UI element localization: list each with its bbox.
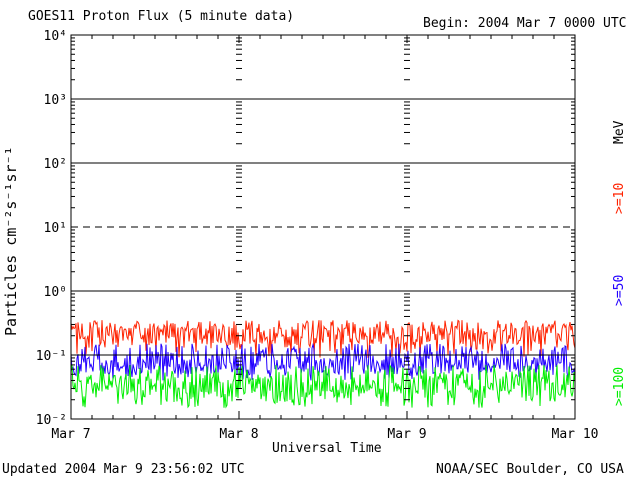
x-axis-label: Universal Time xyxy=(272,441,382,456)
x-tick-label-1: Mar 8 xyxy=(219,427,258,442)
x-tick-label-2: Mar 9 xyxy=(387,427,426,442)
legend-ge50: >=50 xyxy=(612,274,627,306)
x-tick-label-0: Mar 7 xyxy=(51,427,90,442)
unit-label: MeV xyxy=(612,120,627,144)
credit-label: NOAA/SEC Boulder, CO USA xyxy=(436,462,624,477)
y-tick-label-5: 10³ xyxy=(44,93,67,108)
legend-ge100: >=100 xyxy=(612,366,627,406)
series-line-2 xyxy=(70,364,576,409)
x-tick-label-3: Mar 10 xyxy=(552,427,599,442)
series-line-1 xyxy=(70,342,576,381)
legend-ge10: >=10 xyxy=(612,182,627,214)
y-tick-label-4: 10² xyxy=(44,157,67,172)
y-tick-label-6: 10⁴ xyxy=(44,29,67,44)
updated-timestamp: Updated 2004 Mar 9 23:56:02 UTC xyxy=(2,462,245,477)
y-tick-label-0: 10⁻² xyxy=(36,413,67,428)
y-tick-label-1: 10⁻¹ xyxy=(36,349,67,364)
y-tick-label-3: 10¹ xyxy=(44,221,67,236)
series-line-0 xyxy=(70,319,576,358)
chart-title: GOES11 Proton Flux (5 minute data) xyxy=(28,9,295,24)
begin-date: Begin: 2004 Mar 7 0000 UTC xyxy=(423,16,627,31)
y-axis-label: Particles cm⁻²s⁻¹sr⁻¹ xyxy=(2,146,20,336)
y-tick-label-2: 10⁰ xyxy=(44,285,67,300)
